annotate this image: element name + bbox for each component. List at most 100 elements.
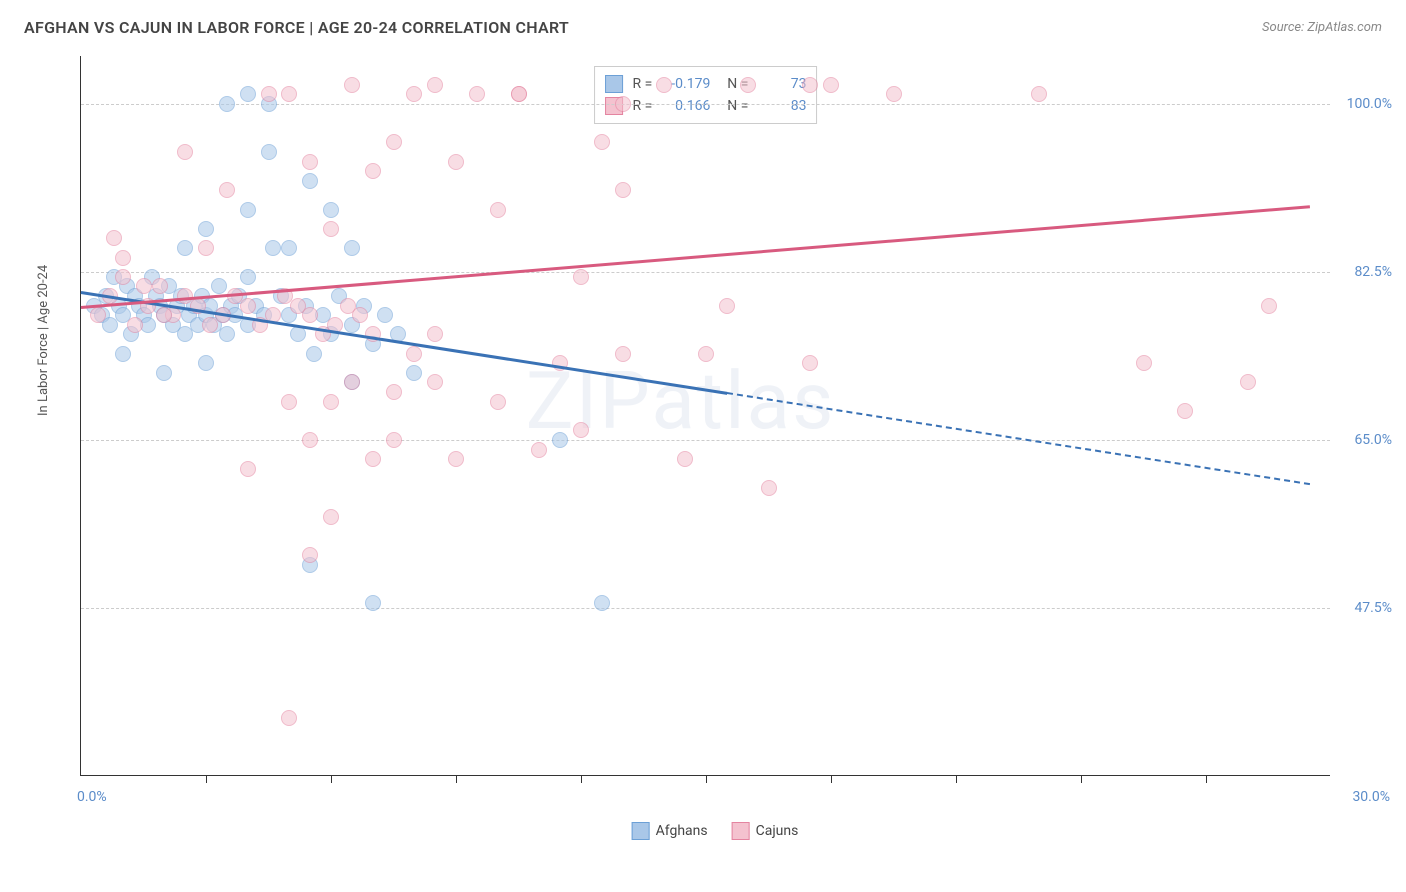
r-label: R = bbox=[633, 98, 653, 114]
data-point bbox=[90, 307, 106, 323]
data-point bbox=[323, 509, 339, 525]
data-point bbox=[365, 163, 381, 179]
r-label: R = bbox=[633, 76, 653, 92]
stats-row: R = 0.166 N = 83 bbox=[605, 95, 807, 117]
legend-swatch bbox=[732, 822, 750, 840]
data-point bbox=[573, 422, 589, 438]
data-point bbox=[427, 326, 443, 342]
data-point bbox=[1136, 355, 1152, 371]
n-value: 73 bbox=[758, 76, 806, 92]
data-point bbox=[344, 77, 360, 93]
data-point bbox=[761, 480, 777, 496]
data-point bbox=[306, 346, 322, 362]
data-point bbox=[386, 134, 402, 150]
data-point bbox=[198, 221, 214, 237]
x-tick-mark bbox=[581, 775, 582, 783]
x-max-label: 30.0% bbox=[1352, 789, 1390, 805]
data-point bbox=[448, 154, 464, 170]
data-point bbox=[406, 346, 422, 362]
x-tick-mark bbox=[956, 775, 957, 783]
data-point bbox=[198, 355, 214, 371]
data-point bbox=[106, 230, 122, 246]
x-tick-mark bbox=[331, 775, 332, 783]
data-point bbox=[323, 221, 339, 237]
series-swatch bbox=[605, 75, 623, 93]
y-tick-label: 100.0% bbox=[1347, 96, 1392, 112]
data-point bbox=[115, 250, 131, 266]
data-point bbox=[615, 346, 631, 362]
data-point bbox=[152, 278, 168, 294]
data-point bbox=[281, 86, 297, 102]
data-point bbox=[406, 86, 422, 102]
data-point bbox=[377, 307, 393, 323]
data-point bbox=[677, 451, 693, 467]
data-point bbox=[469, 86, 485, 102]
data-point bbox=[261, 86, 277, 102]
data-point bbox=[823, 77, 839, 93]
data-point bbox=[615, 182, 631, 198]
data-point bbox=[740, 77, 756, 93]
data-point bbox=[265, 240, 281, 256]
data-point bbox=[1177, 403, 1193, 419]
data-point bbox=[323, 202, 339, 218]
data-point bbox=[511, 86, 527, 102]
data-point bbox=[240, 298, 256, 314]
trend-line bbox=[81, 291, 727, 394]
data-point bbox=[615, 96, 631, 112]
legend-item: Cajuns bbox=[732, 822, 799, 840]
data-point bbox=[719, 298, 735, 314]
data-point bbox=[302, 547, 318, 563]
data-point bbox=[386, 432, 402, 448]
data-point bbox=[240, 269, 256, 285]
y-axis-label: In Labor Force | Age 20-24 bbox=[36, 265, 51, 416]
x-tick-mark bbox=[1081, 775, 1082, 783]
data-point bbox=[302, 173, 318, 189]
data-point bbox=[115, 269, 131, 285]
data-point bbox=[281, 710, 297, 726]
n-value: 83 bbox=[758, 98, 806, 114]
data-point bbox=[1031, 86, 1047, 102]
data-point bbox=[302, 154, 318, 170]
data-point bbox=[573, 269, 589, 285]
data-point bbox=[240, 461, 256, 477]
legend-swatch bbox=[632, 822, 650, 840]
gridline bbox=[81, 440, 1330, 441]
data-point bbox=[1240, 374, 1256, 390]
y-tick-label: 47.5% bbox=[1354, 600, 1392, 616]
x-tick-mark bbox=[456, 775, 457, 783]
n-label: N = bbox=[720, 98, 748, 114]
data-point bbox=[448, 451, 464, 467]
data-point bbox=[302, 432, 318, 448]
data-point bbox=[594, 595, 610, 611]
data-point bbox=[198, 240, 214, 256]
data-point bbox=[177, 144, 193, 160]
data-point bbox=[156, 307, 172, 323]
y-tick-label: 65.0% bbox=[1354, 432, 1392, 448]
data-point bbox=[156, 365, 172, 381]
stats-row: R =-0.179 N =73 bbox=[605, 73, 807, 95]
data-point bbox=[365, 451, 381, 467]
gridline bbox=[81, 272, 1330, 273]
data-point bbox=[656, 77, 672, 93]
data-point bbox=[594, 134, 610, 150]
data-point bbox=[365, 595, 381, 611]
x-tick-mark bbox=[706, 775, 707, 783]
data-point bbox=[406, 365, 422, 381]
legend-label: Afghans bbox=[656, 823, 708, 839]
legend-item: Afghans bbox=[632, 822, 708, 840]
r-value: 0.166 bbox=[662, 98, 710, 114]
chart-container: In Labor Force | Age 20-24 ZIPatlas R =-… bbox=[50, 56, 1380, 806]
data-point bbox=[531, 442, 547, 458]
source-label: Source: ZipAtlas.com bbox=[1262, 20, 1382, 35]
data-point bbox=[219, 96, 235, 112]
data-point bbox=[802, 77, 818, 93]
data-point bbox=[281, 240, 297, 256]
legend-label: Cajuns bbox=[756, 823, 799, 839]
data-point bbox=[240, 202, 256, 218]
data-point bbox=[323, 394, 339, 410]
trend-line bbox=[81, 205, 1310, 308]
data-point bbox=[490, 202, 506, 218]
data-point bbox=[177, 240, 193, 256]
stats-box: R =-0.179 N =73R =0.166 N =83 bbox=[594, 66, 818, 124]
data-point bbox=[802, 355, 818, 371]
